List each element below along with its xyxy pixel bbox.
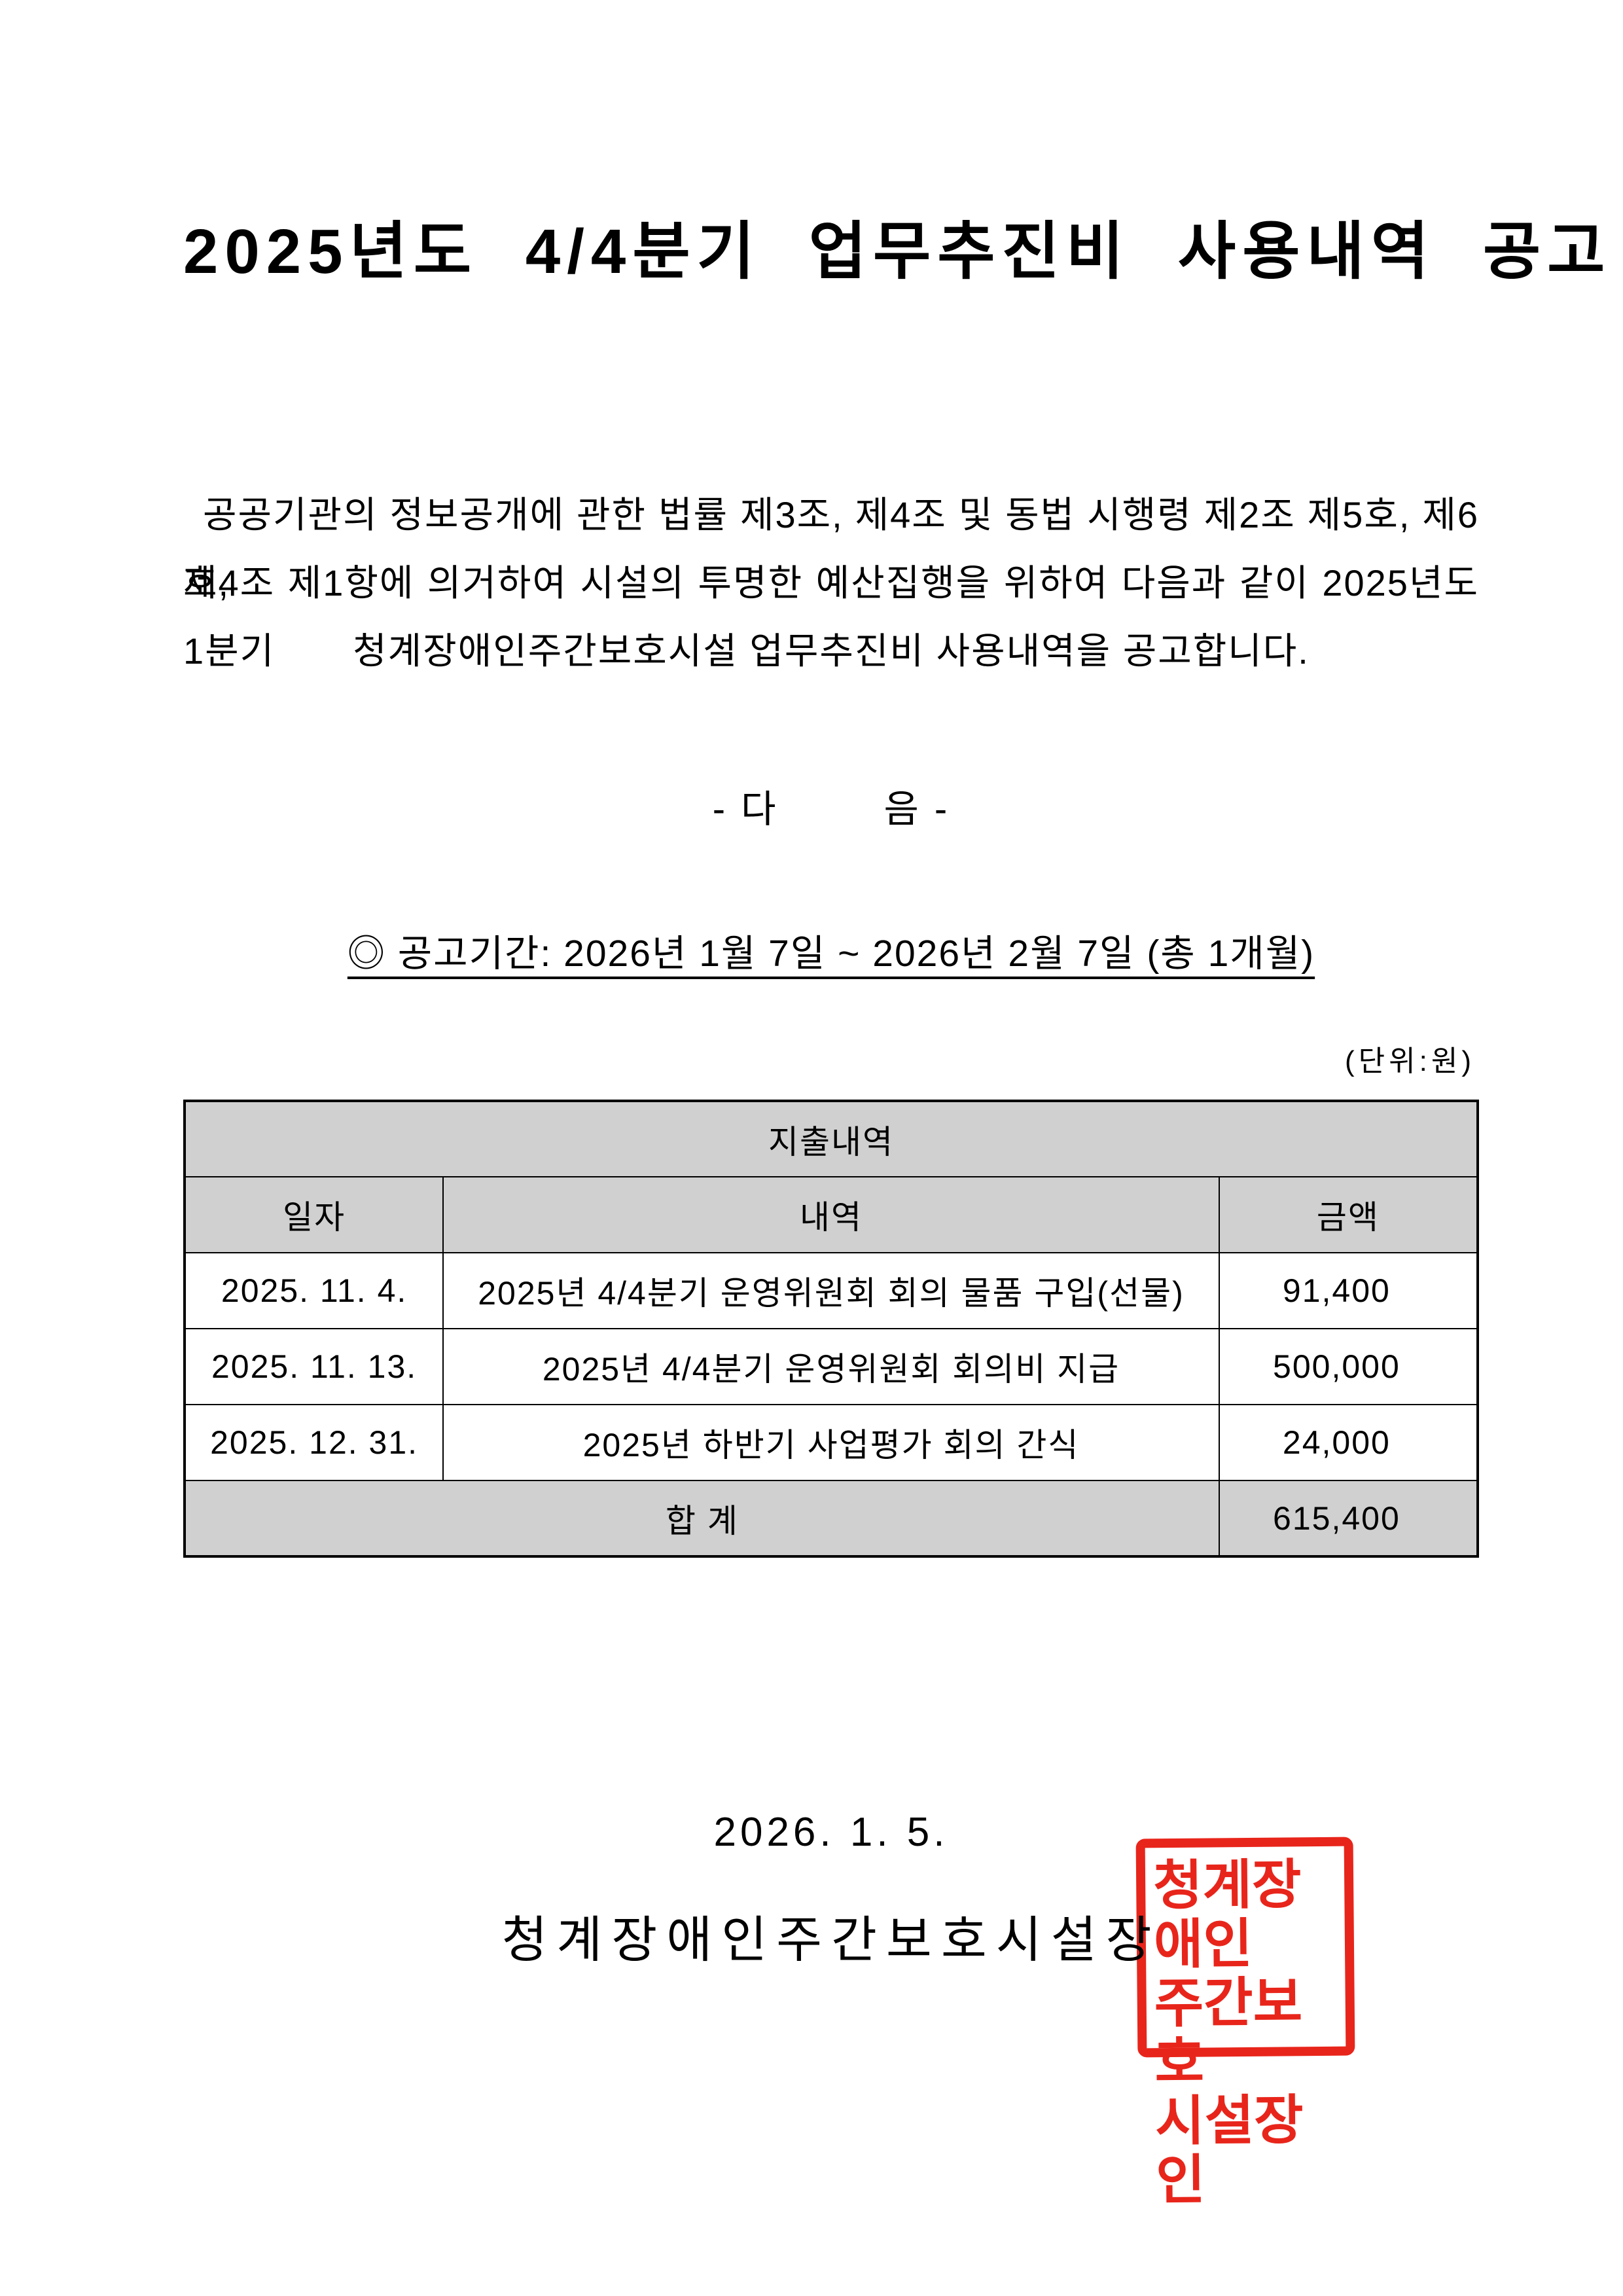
table-row: 2025. 12. 31. 2025년 하반기 사업평가 회의 간식 24,00… — [183, 1404, 1479, 1481]
official-seal-stamp: 청계장애인 주간보호 시설장인 — [1135, 1837, 1355, 2210]
closing-block: 2026. 1. 5. 청계장애인주간보호시설장 — [183, 1806, 1479, 1973]
cell-description: 2025년 4/4분기 운영위원회 회의 물품 구입(선물) — [442, 1252, 1220, 1329]
column-header-date: 일자 — [183, 1176, 444, 1253]
intro-paragraph: 공공기관의 정보공개에 관한 법률 제3조, 제4조 및 동법 시행령 제2조 … — [183, 481, 1479, 685]
table-total-row: 합 계 615,400 — [184, 1480, 1479, 1557]
table-header-row: 일자 내역 금액 — [183, 1176, 1479, 1253]
table-row: 2025. 11. 4. 2025년 4/4분기 운영위원회 회의 물품 구입(… — [183, 1252, 1479, 1329]
cell-amount: 24,000 — [1218, 1404, 1479, 1481]
intro-line-3: 청계장애인주간보호시설 업무추진비 사용내역을 공고합니다. — [353, 630, 1310, 672]
intro-line-1: 공공기관의 정보공개에 관한 법률 제3조, 제4조 및 동법 시행령 제2조 … — [183, 494, 1479, 603]
expense-table: 지출내역 일자 내역 금액 2025. 11. 4. 2025년 4/4분기 운… — [183, 1100, 1479, 1558]
page-title: 2025년도 4/4분기 업무추진비 사용내역 공고 — [183, 217, 1612, 287]
cell-amount: 91,400 — [1218, 1252, 1479, 1329]
cell-description: 2025년 하반기 사업평가 회의 간식 — [442, 1404, 1220, 1481]
table-title-row: 지출내역 — [184, 1100, 1478, 1177]
document-content: 2025년도 4/4분기 업무추진비 사용내역 공고 공공기관의 정보공개에 관… — [183, 217, 1612, 1973]
cell-date: 2025. 11. 4. — [183, 1252, 444, 1329]
cell-description: 2025년 4/4분기 운영위원회 회의비 지급 — [442, 1328, 1220, 1405]
cell-date: 2025. 12. 31. — [183, 1404, 444, 1481]
column-header-description: 내역 — [442, 1176, 1220, 1253]
column-header-amount: 금액 — [1218, 1176, 1479, 1253]
cell-date: 2025. 11. 13. — [183, 1328, 444, 1405]
seal-text-row: 주간보호 — [1154, 1973, 1303, 2093]
cell-amount: 500,000 — [1218, 1328, 1479, 1405]
daum-divider-label: - 다 음 - — [712, 788, 950, 831]
signer-title: 청계장애인주간보호시설장 — [501, 1912, 1161, 1968]
intro-line-2: 제4조 제1항에 의거하여 시설의 투명한 예산집행을 위하여 다음과 같이 2… — [183, 562, 1479, 672]
announcement-date: 2026. 1. 5. — [713, 1810, 949, 1855]
seal-text-row: 청계장애인 — [1152, 1855, 1302, 1975]
total-amount: 615,400 — [1218, 1480, 1479, 1557]
unit-label: (단위:원) — [1345, 1045, 1475, 1077]
seal-text-row: 시설장인 — [1154, 2090, 1304, 2211]
table-title: 지출내역 — [184, 1100, 1478, 1177]
table-row: 2025. 11. 13. 2025년 4/4분기 운영위원회 회의비 지급 5… — [183, 1328, 1479, 1405]
notice-period-line: ◎ 공고기간: 2026년 1월 7일 ~ 2026년 2월 7일 (총 1개월… — [347, 933, 1315, 975]
total-label: 합 계 — [184, 1480, 1220, 1557]
